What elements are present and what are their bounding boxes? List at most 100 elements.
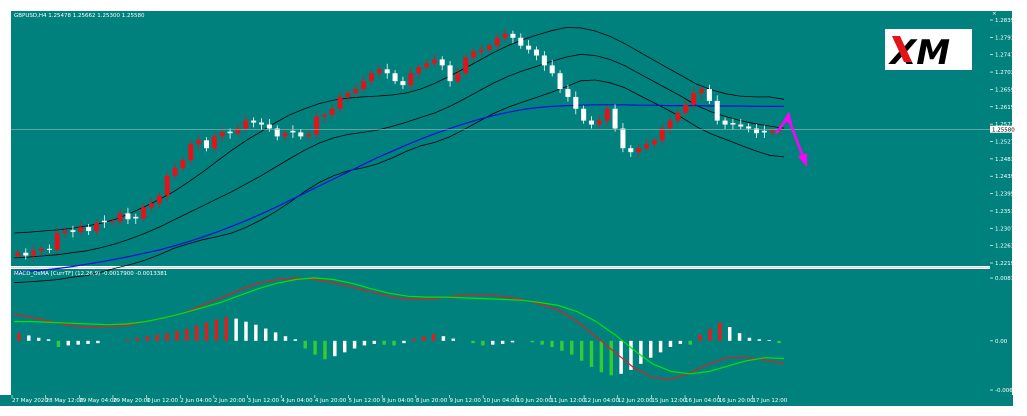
candle-body: [172, 167, 178, 176]
candle: [15, 249, 21, 260]
candle-body: [46, 248, 52, 250]
candle: [612, 104, 618, 132]
candle-body: [667, 120, 673, 129]
time-axis-label: 12 Jun 04:00: [584, 398, 619, 404]
candle: [227, 128, 233, 139]
candle: [636, 143, 642, 158]
price-axis-label: 1.27030: [995, 70, 1018, 76]
window-control[interactable]: ×: [992, 11, 997, 17]
candle: [164, 171, 170, 202]
price-panel-background: [11, 11, 990, 266]
candle-body: [502, 33, 508, 38]
price-axis-label: 1.28350: [995, 18, 1018, 24]
candle-body: [15, 252, 21, 256]
candle-body: [31, 250, 37, 256]
candle: [78, 221, 84, 235]
time-axis-label: 12 Jun 20:00: [618, 398, 653, 404]
candle: [746, 123, 752, 133]
candle: [353, 84, 359, 99]
candle: [180, 156, 186, 172]
candle: [31, 245, 37, 261]
candle-body: [156, 195, 162, 204]
candle: [408, 67, 414, 90]
candle: [274, 125, 280, 141]
candle: [581, 105, 587, 124]
candle-body: [361, 81, 367, 90]
candle-body: [290, 130, 296, 133]
time-axis-label: 11 Jun 12:00: [550, 398, 585, 404]
candle: [691, 87, 697, 110]
macd-axis-label: 0.00819: [995, 276, 1018, 282]
candle-body: [306, 134, 312, 137]
candle: [431, 53, 437, 68]
candle: [494, 33, 500, 50]
candle: [282, 128, 288, 142]
price-axis-label: 1.27910: [995, 35, 1018, 41]
candle-body: [455, 73, 461, 82]
candle-body: [604, 108, 610, 121]
price-axis-label: 1.23070: [995, 226, 1018, 232]
candle-body: [439, 59, 445, 66]
candle-body: [431, 59, 437, 64]
candle: [313, 111, 320, 140]
price-axis-label: 1.25270: [995, 140, 1018, 146]
price-axis-label: 1.22630: [995, 244, 1018, 250]
candle-body: [23, 252, 29, 256]
candle: [596, 115, 602, 130]
candle: [753, 124, 760, 138]
candle-body: [196, 140, 202, 145]
candle: [38, 245, 45, 257]
candle: [203, 137, 210, 152]
time-axis-label: 10 Jun 20:00: [517, 398, 552, 404]
xm-logo: XM: [885, 29, 972, 73]
macd-axis-label: -0.00641: [995, 388, 1020, 394]
candle-body: [86, 227, 92, 232]
candle: [337, 91, 343, 113]
candle-body: [266, 124, 272, 129]
price-axis-label: 1.26150: [995, 105, 1018, 111]
candle: [502, 28, 508, 43]
candle-body: [408, 73, 414, 86]
time-axis-label: 2 Jun 20:00: [214, 398, 246, 404]
candle: [141, 203, 147, 222]
candle-body: [494, 37, 500, 46]
candle: [400, 76, 406, 90]
candle-body: [510, 33, 516, 38]
candle: [235, 124, 241, 137]
candle: [93, 218, 100, 236]
time-axis-label: 10 Jun 04:00: [483, 398, 518, 404]
signal-line: [14, 277, 785, 375]
time-axis-label: 16 Jun 20:00: [719, 398, 754, 404]
time-axis-label: 1 Jun 12:00: [147, 398, 179, 404]
candle: [604, 105, 610, 127]
arrow-up-icon: [783, 111, 792, 124]
time-axis-label: 3 Jun 12:00: [248, 398, 280, 404]
candle-body: [573, 96, 579, 109]
candle: [738, 119, 744, 130]
time-axis-label: 28 May 12:00: [46, 398, 84, 404]
current-price-label: 1.25580: [992, 127, 1015, 133]
candle: [651, 137, 657, 149]
candle-body: [298, 132, 304, 137]
candle-body: [423, 63, 430, 68]
candle-body: [706, 89, 712, 101]
arrow-down-icon: [798, 153, 807, 168]
candle: [290, 125, 296, 138]
bollinger-middle-line: [13, 53, 785, 259]
candle: [125, 207, 131, 224]
candle-body: [376, 69, 382, 74]
candle-body: [486, 45, 492, 50]
xm-logo-red-stroke-icon: [892, 36, 912, 62]
candle: [730, 118, 736, 131]
time-axis-label: 8 Jun 20:00: [416, 398, 448, 404]
candle-body: [243, 120, 249, 129]
candle-body: [93, 223, 100, 232]
candle: [722, 117, 728, 130]
candle-body: [219, 132, 225, 137]
time-axis-label: 17 Jun 12:00: [752, 398, 787, 404]
candle-body: [274, 128, 280, 137]
candle-body: [416, 67, 422, 74]
candle-body: [533, 49, 540, 56]
candle-body: [384, 69, 390, 74]
